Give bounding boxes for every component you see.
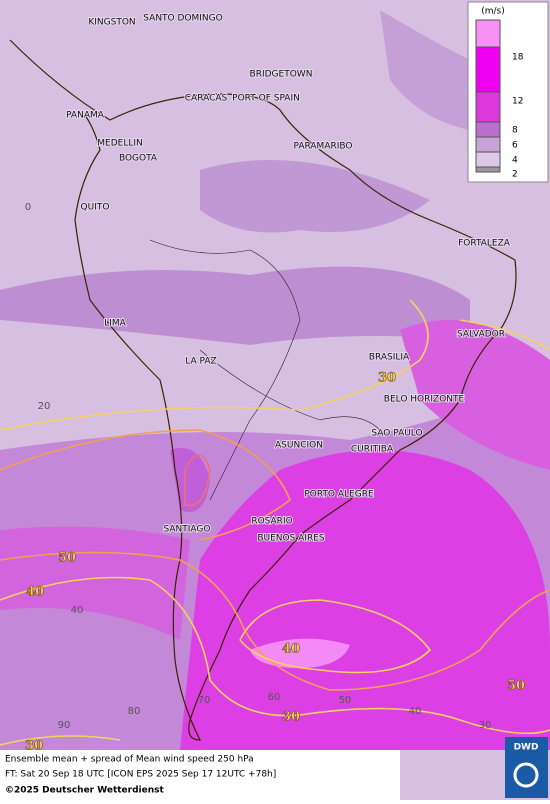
legend-level: 8	[512, 126, 518, 136]
city-label: KINGSTON	[88, 18, 135, 28]
contour-label: 30	[282, 710, 300, 725]
city-label: BRIDGETOWN	[250, 70, 313, 80]
city-label: SALVADOR	[457, 330, 505, 340]
contour-label: 30	[378, 371, 396, 386]
legend-unit: (m/s)	[481, 7, 505, 17]
city-label: QUITO	[81, 203, 110, 213]
contours	[0, 299, 550, 746]
grid-label: 70	[198, 695, 211, 706]
city-label: BELO HORIZONTE	[384, 395, 465, 405]
grid-label: 60	[268, 692, 281, 703]
grid-label: 50	[339, 695, 352, 706]
city-label: BOGOTA	[119, 154, 158, 164]
city-label: MEDELLIN	[97, 139, 142, 149]
logo-box	[505, 737, 548, 798]
legend-swatch	[475, 91, 501, 123]
contour-label: 50	[58, 551, 76, 566]
grid-label: 40	[71, 605, 84, 616]
city-label: PORTO ALEGRE	[304, 490, 374, 500]
contour-label: 30	[25, 739, 43, 754]
coastlines	[9, 39, 517, 741]
legend-level: 18	[512, 53, 524, 63]
city-label: SAO PAULO	[371, 429, 422, 439]
logo-icon	[513, 762, 539, 788]
footer-box	[0, 750, 400, 800]
legend-level: 12	[512, 97, 523, 107]
legend-swatch	[475, 136, 501, 153]
city-label: PORT OF SPAIN	[232, 94, 300, 104]
city-label: BRASILIA	[369, 353, 410, 363]
city-label: ROSARIO	[251, 517, 292, 527]
city-label: BUENOS AIRES	[257, 534, 325, 544]
city-label: FORTALEZA	[458, 239, 511, 249]
logo: DWD	[514, 743, 539, 753]
copyright: ©2025 Deutscher Wetterdienst	[5, 786, 164, 796]
grid-label: 30	[479, 720, 492, 731]
grid-label: 40	[409, 706, 422, 717]
legend-level: 2	[512, 170, 518, 180]
city-label: CARACAS	[185, 94, 228, 104]
footer-line: Ensemble mean + spread of Mean wind spee…	[5, 755, 254, 765]
legend-level: 4	[512, 156, 518, 166]
grid-label: 80	[128, 706, 141, 717]
grid-label: 20	[38, 401, 51, 412]
legend-swatch	[475, 46, 501, 93]
legend-swatch	[475, 151, 501, 168]
footer-line: FT: Sat 20 Sep 18 UTC [ICON EPS 2025 Sep…	[5, 770, 276, 780]
city-label: LA PAZ	[185, 357, 216, 367]
city-label: CURITIBA	[351, 445, 394, 455]
legend: (m/s) 18 12 8 6 4 2	[467, 1, 549, 183]
grid-label: 90	[58, 720, 71, 731]
city-label: PANAMA	[66, 111, 105, 121]
city-label: LIMA	[104, 319, 126, 329]
legend-swatch	[475, 166, 501, 173]
city-label: ASUNCION	[275, 441, 323, 451]
city-label: SANTIAGO	[164, 525, 211, 535]
grid-label: 0	[25, 202, 31, 213]
legend-level: 6	[512, 141, 518, 151]
contour-label: 50	[507, 679, 525, 694]
contour-label: 40	[282, 642, 300, 657]
legend-swatch	[475, 19, 501, 48]
city-label: PARAMARIBO	[294, 142, 353, 152]
contour-label: 40	[26, 585, 44, 600]
city-label: SANTO DOMINGO	[143, 14, 222, 24]
legend-swatch	[475, 121, 501, 138]
